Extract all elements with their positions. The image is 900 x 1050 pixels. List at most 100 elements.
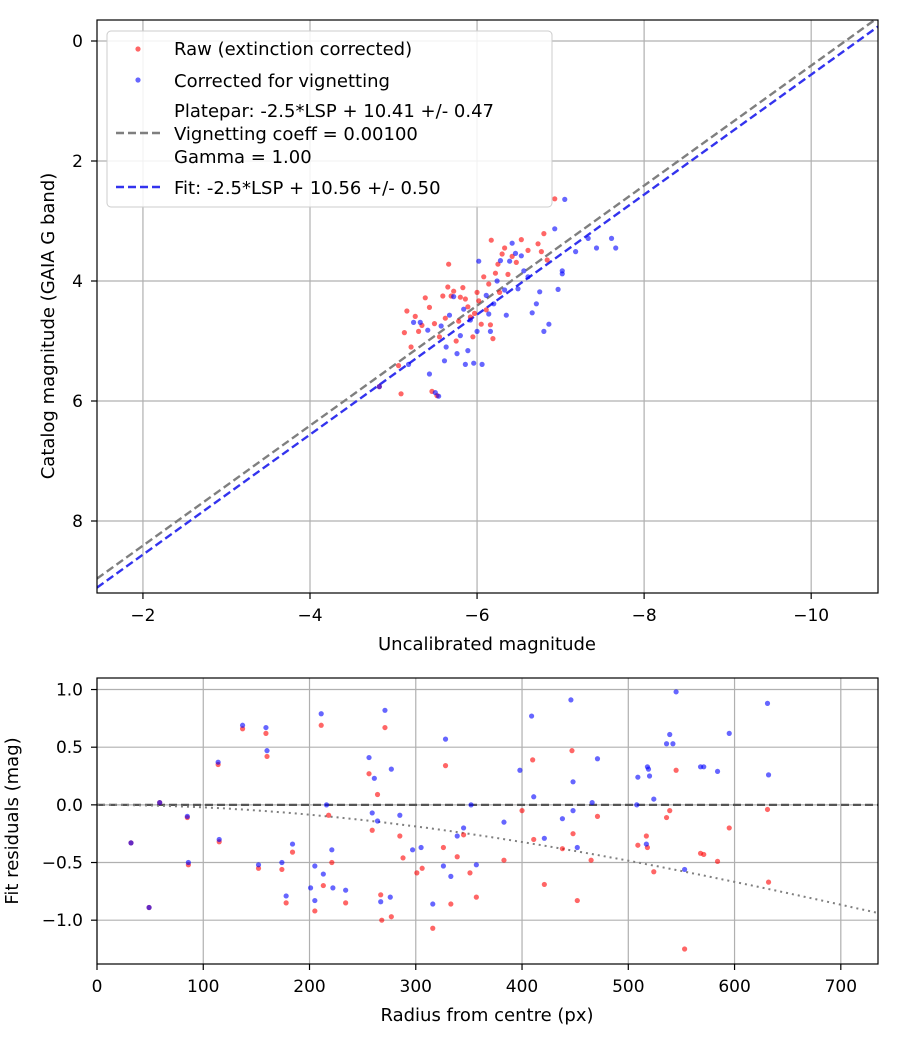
bottom-scatter-point <box>682 866 688 873</box>
top-scatter-point <box>426 304 433 310</box>
bottom-scatter-point <box>366 754 372 761</box>
top-scatter-point <box>503 312 509 318</box>
top-scatter-point <box>505 271 511 277</box>
top-scatter-point <box>376 384 382 390</box>
top-scatter-point <box>462 296 468 302</box>
top-scatter-point <box>593 245 600 251</box>
top-scatter-point <box>454 351 460 357</box>
bottom-scatter-point <box>216 836 222 843</box>
bottom-y-ticks: 1.0 0.5 0.0 −0.5 −1.0 <box>42 681 97 931</box>
bottom-scatter-point <box>378 892 384 898</box>
bottom-scatter-point <box>635 842 641 848</box>
top-scatter-point <box>442 315 448 321</box>
bottom-scatter-point <box>643 833 649 839</box>
bottom-scatter-point <box>701 851 707 858</box>
top-scatter-point <box>573 249 579 255</box>
bottom-scatter-point <box>635 774 641 780</box>
bottom-scatter-point <box>430 925 436 931</box>
bottom-scatter-point <box>343 887 349 893</box>
bottom-scatter-point <box>185 859 191 866</box>
bottom-scatter-point <box>530 757 536 763</box>
top-scatter-point <box>476 258 482 264</box>
top-scatter-point <box>432 390 438 396</box>
bottom-scatter-point <box>239 722 246 728</box>
bottom-scatter-point <box>442 763 449 769</box>
top-scatter-point <box>512 250 519 256</box>
top-scatter-point <box>474 328 480 334</box>
bottom-y-tick-label: 0.0 <box>56 796 83 816</box>
top-scatter-point <box>415 328 422 334</box>
bottom-scatter-point <box>289 849 296 855</box>
bottom-scatter-point <box>382 707 388 713</box>
top-scatter-point <box>541 328 547 334</box>
top-scatter-point <box>465 304 471 310</box>
bottom-y-tick-label: 0.5 <box>56 738 83 758</box>
bottom-scatter-point <box>589 799 595 806</box>
top-scatter-point <box>492 270 499 276</box>
bottom-scatter-point <box>387 894 393 900</box>
top-scatter-point <box>518 237 524 243</box>
bottom-scatter-point <box>473 894 479 900</box>
bottom-scatter-point <box>388 766 394 772</box>
bottom-scatter-point <box>519 808 525 814</box>
top-y-tick-label: 2 <box>72 152 83 172</box>
bottom-scatter-point <box>264 753 270 760</box>
bottom-axes-frame <box>96 677 879 965</box>
bottom-scatter-point <box>468 802 474 808</box>
bottom-scatter-point <box>531 836 537 843</box>
top-scatter-point <box>479 361 485 367</box>
top-scatter-point <box>525 274 531 280</box>
bottom-scatter-point <box>569 748 575 754</box>
bottom-scatter-point <box>473 862 479 868</box>
bottom-scatter-point <box>460 825 467 831</box>
bottom-scatter-point <box>320 871 326 877</box>
top-scatter-panel: −2 −4 −6 −8 −10 0 2 4 6 8 Uncalibrated magnitude… <box>38 19 879 655</box>
bottom-scatter-point <box>326 812 332 818</box>
bottom-scatter-point <box>279 859 285 866</box>
top-fit-line <box>97 20 877 580</box>
top-scatter-point <box>451 294 457 300</box>
top-scatter-point <box>494 278 500 284</box>
top-scatter-point <box>460 285 466 291</box>
bottom-grid <box>96 678 878 964</box>
bottom-scatter-point <box>568 697 574 703</box>
top-scatter-point <box>486 281 492 287</box>
top-scatter-point <box>456 318 462 324</box>
bottom-scatter-point <box>454 833 460 839</box>
top-scatter-point <box>425 327 431 333</box>
top-scatter-point <box>451 288 457 294</box>
bottom-scatter-point <box>312 908 318 914</box>
bottom-scatter-point <box>128 840 134 846</box>
legend-fit-label: Fit: -2.5*LSP + 10.56 +/- 0.50 <box>174 178 441 199</box>
bottom-scatter-point <box>264 748 270 754</box>
top-scatter-point <box>410 319 417 325</box>
top-scatter-point <box>470 334 476 340</box>
bottom-scatter-point <box>764 700 771 706</box>
bottom-x-tick-label: 500 <box>612 977 644 997</box>
bottom-scatter-point <box>323 802 330 808</box>
bottom-y-axis-label: Fit residuals (mag) <box>2 737 23 904</box>
bottom-scatter-point <box>682 946 688 952</box>
bottom-x-tick-label: 0 <box>92 977 103 997</box>
bottom-scatter-point <box>667 731 673 738</box>
bottom-scatter-point <box>764 806 771 813</box>
bottom-scatter-point <box>329 859 335 866</box>
top-scatter-point <box>487 328 494 334</box>
bottom-scatter-point <box>400 855 406 861</box>
bottom-scatter-point <box>663 814 670 821</box>
bottom-scatter-point <box>667 808 673 814</box>
bottom-scatter-point <box>279 866 285 873</box>
top-scatter-point <box>529 310 535 316</box>
top-scatter-point <box>585 235 591 241</box>
bottom-residuals-panel: 0 100 200 300 400 500 600 700 1.0 0.5 0.0 −0.5 −1.0… <box>2 677 879 1026</box>
bottom-x-tick-label: 600 <box>718 977 750 997</box>
legend-box <box>106 30 553 208</box>
top-scatter-point <box>490 336 496 342</box>
bottom-scatter-point <box>454 854 460 860</box>
top-scatter-point <box>509 240 515 246</box>
top-scatter-point <box>555 286 561 292</box>
top-scatter-point <box>417 319 423 325</box>
top-x-axis-label: Uncalibrated magnitude <box>378 634 596 655</box>
legend-platepar-line2: Vignetting coeff = 0.00100 <box>174 124 418 145</box>
